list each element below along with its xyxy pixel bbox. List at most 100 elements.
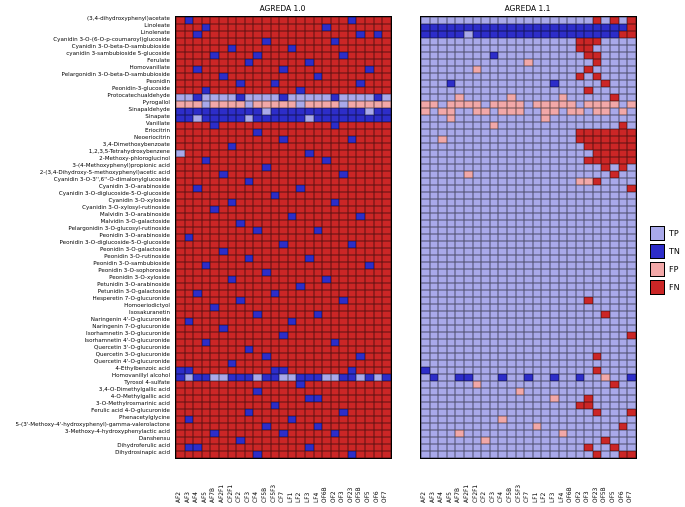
heatmap-cell bbox=[455, 31, 464, 38]
heatmap-cell bbox=[322, 17, 331, 24]
heatmap-cell bbox=[356, 129, 366, 136]
heatmap-cell bbox=[618, 45, 628, 52]
heatmap-cell bbox=[627, 220, 636, 227]
heatmap-cell bbox=[438, 52, 447, 59]
heatmap-cell bbox=[261, 409, 271, 416]
heatmap-cell bbox=[610, 164, 619, 171]
heatmap-cell bbox=[558, 339, 568, 346]
heatmap-cell bbox=[463, 171, 473, 178]
category-legend: TP TN FP FN bbox=[650, 226, 680, 298]
heatmap-cell bbox=[481, 38, 490, 45]
legend-label: TP bbox=[669, 229, 679, 238]
heatmap-cell bbox=[515, 416, 525, 423]
heatmap-cell bbox=[481, 94, 490, 101]
heatmap-cell bbox=[218, 311, 228, 318]
heatmap-cell bbox=[498, 66, 507, 73]
heatmap-cell bbox=[244, 388, 254, 395]
heatmap-cell bbox=[210, 360, 219, 367]
heatmap-cell bbox=[313, 52, 323, 59]
heatmap-cell bbox=[244, 381, 254, 388]
heatmap-cell bbox=[382, 129, 391, 136]
heatmap-cell bbox=[382, 150, 391, 157]
row-label: Pelargonidin 3-O-beta-D-sambubioside bbox=[61, 72, 170, 78]
heatmap-cell bbox=[347, 304, 357, 311]
heatmap-cell bbox=[279, 381, 288, 388]
heatmap-cell bbox=[515, 59, 525, 66]
heatmap-cell bbox=[270, 332, 280, 339]
heatmap-cell bbox=[455, 332, 464, 339]
heatmap-cell bbox=[498, 283, 507, 290]
heatmap-cell bbox=[438, 220, 447, 227]
heatmap-cell bbox=[575, 430, 585, 437]
heatmap-cell bbox=[279, 234, 288, 241]
heatmap-cell bbox=[236, 353, 245, 360]
heatmap-cell bbox=[429, 206, 439, 213]
heatmap-cell bbox=[236, 129, 245, 136]
heatmap-cell bbox=[193, 129, 202, 136]
heatmap-cell bbox=[322, 122, 331, 129]
heatmap-cell bbox=[339, 416, 348, 423]
heatmap-cell bbox=[421, 59, 430, 66]
heatmap-cell bbox=[481, 122, 490, 129]
heatmap-cell bbox=[481, 206, 490, 213]
heatmap-cell bbox=[382, 38, 391, 45]
heatmap-cell bbox=[541, 395, 550, 402]
heatmap-cell bbox=[304, 276, 314, 283]
heatmap-cell bbox=[429, 297, 439, 304]
heatmap-cell bbox=[382, 269, 391, 276]
row-label: Peonidin 3-O-arabinoside bbox=[99, 233, 170, 239]
heatmap-cell bbox=[184, 318, 194, 325]
heatmap-cell bbox=[541, 94, 550, 101]
heatmap-cell bbox=[584, 325, 593, 332]
heatmap-cell bbox=[455, 283, 464, 290]
heatmap-cell bbox=[313, 339, 323, 346]
heatmap-cell bbox=[438, 374, 447, 381]
heatmap-cell bbox=[210, 171, 219, 178]
heatmap-cell bbox=[532, 171, 542, 178]
heatmap-cell bbox=[515, 122, 525, 129]
heatmap-cell bbox=[270, 409, 280, 416]
heatmap-cell bbox=[347, 409, 357, 416]
heatmap-cell bbox=[429, 143, 439, 150]
heatmap-cell bbox=[558, 283, 568, 290]
heatmap-cell bbox=[339, 87, 348, 94]
heatmap-cell bbox=[270, 444, 280, 451]
heatmap-cell bbox=[601, 38, 611, 45]
legend-label: FN bbox=[669, 283, 680, 292]
heatmap-cell bbox=[421, 332, 430, 339]
heatmap-cell bbox=[236, 94, 245, 101]
heatmap-cell bbox=[446, 332, 456, 339]
heatmap-cell bbox=[347, 346, 357, 353]
heatmap-cell bbox=[287, 437, 297, 444]
heatmap-cell bbox=[592, 346, 602, 353]
heatmap-cell bbox=[446, 430, 456, 437]
heatmap-cell bbox=[455, 360, 464, 367]
heatmap-cell bbox=[498, 52, 507, 59]
heatmap-cell bbox=[193, 318, 202, 325]
heatmap-cell bbox=[541, 17, 550, 24]
heatmap-cell bbox=[210, 297, 219, 304]
heatmap-cell bbox=[549, 115, 559, 122]
legend-swatch-fn bbox=[650, 280, 665, 295]
heatmap-cell bbox=[575, 66, 585, 73]
heatmap-cell bbox=[498, 164, 507, 171]
heatmap-cell bbox=[339, 409, 348, 416]
heatmap-cell bbox=[218, 45, 228, 52]
heatmap-cell bbox=[382, 248, 391, 255]
heatmap-cell bbox=[438, 262, 447, 269]
heatmap-cell bbox=[446, 178, 456, 185]
heatmap-cell bbox=[618, 150, 628, 157]
heatmap-cell bbox=[584, 213, 593, 220]
heatmap-cell bbox=[193, 367, 202, 374]
heatmap-cell bbox=[296, 227, 305, 234]
heatmap-cell bbox=[472, 381, 482, 388]
heatmap-cell bbox=[472, 346, 482, 353]
heatmap-cell bbox=[365, 297, 374, 304]
heatmap-cell bbox=[279, 185, 288, 192]
heatmap-cell bbox=[193, 297, 202, 304]
heatmap-cell bbox=[506, 353, 516, 360]
heatmap-cell bbox=[627, 38, 636, 45]
heatmap-cell bbox=[296, 73, 305, 80]
heatmap-cell bbox=[218, 332, 228, 339]
heatmap-cell bbox=[463, 339, 473, 346]
